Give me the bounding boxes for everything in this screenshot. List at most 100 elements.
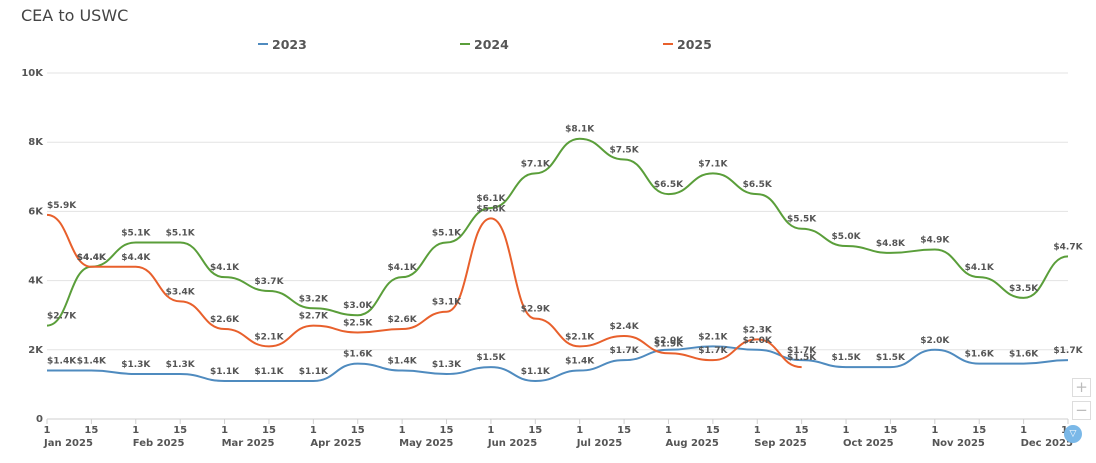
data-label-2023: $1.6K xyxy=(1009,350,1039,360)
y-tick-label: 2K xyxy=(28,345,44,356)
x-tick-day-label: 1 xyxy=(931,425,938,436)
x-tick-day-label: 1 xyxy=(44,425,51,436)
data-label-2025: $4.4K xyxy=(77,253,107,263)
x-tick-month-label: Jul 2025 xyxy=(576,438,623,449)
x-tick-day-label: 1 xyxy=(1020,425,1027,436)
data-label-2024: $4.4K xyxy=(77,253,107,263)
data-label-2025: $2.5K xyxy=(343,319,373,329)
data-label-2024: $5.1K xyxy=(432,229,462,239)
x-tick-day-label: 15 xyxy=(262,425,276,436)
data-label-2025: $2.1K xyxy=(254,332,284,342)
data-label-2024: $7.1K xyxy=(521,159,551,169)
data-label-2023: $1.6K xyxy=(965,350,995,360)
series-line-2024 xyxy=(46,137,1069,327)
legend[interactable]: 2023 2024 2025 xyxy=(258,37,712,52)
data-label-2023: $1.1K xyxy=(254,367,284,377)
data-label-2023: $2.0K xyxy=(920,336,950,346)
x-tick-day-label: 1 xyxy=(221,425,228,436)
y-tick-label: 0 xyxy=(36,414,43,425)
data-label-2023: $1.7K xyxy=(787,346,817,356)
data-label-2023: $2.0K xyxy=(654,336,684,346)
y-tick-label: 6K xyxy=(28,206,44,217)
data-label-2023: $1.3K xyxy=(432,360,462,370)
series-line-2025 xyxy=(46,213,802,369)
data-label-2024: $3.0K xyxy=(343,301,373,311)
data-label-2025: $3.1K xyxy=(432,298,462,308)
data-label-2023: $1.3K xyxy=(166,360,196,370)
data-labels: $1.4K $1.4K $1.3K $1.3K$1.1K $1.1K $1.1K$1.6K… xyxy=(47,125,1084,377)
x-tick-day-label: 15 xyxy=(706,425,720,436)
data-label-2023: $1.7K xyxy=(1053,346,1083,356)
legend-item-2025[interactable]: 2025 xyxy=(677,37,712,52)
data-label-2023: $1.1K xyxy=(299,367,329,377)
x-tick-day-label: 1 xyxy=(487,425,494,436)
y-tick-label: 10K xyxy=(21,68,44,79)
data-label-2025: $2.1K xyxy=(565,332,595,342)
data-label-2024: $2.7K xyxy=(47,312,77,322)
data-label-2025: $2.4K xyxy=(609,322,639,332)
data-label-2023: $2.0K xyxy=(743,336,773,346)
x-tick-day-label: 15 xyxy=(84,425,98,436)
x-axis: 1 Jan 2025 15 1 Feb 2025 15 1 Mar 2025 15 1 Apr 20… xyxy=(43,418,1075,449)
data-label-2024: $7.5K xyxy=(609,146,639,156)
x-tick-day-label: 1 xyxy=(843,425,850,436)
x-tick-day-label: 15 xyxy=(972,425,986,436)
data-label-2024: $4.7K xyxy=(1053,242,1083,252)
x-tick-month-label: Mar 2025 xyxy=(222,438,275,449)
y-axis: 0 2K 4K 6K 8K 10K xyxy=(21,68,44,425)
y-tick-label: 8K xyxy=(28,137,44,148)
data-label-2025: $2.3K xyxy=(743,325,773,335)
filter-icon[interactable]: ▽ xyxy=(1064,425,1082,443)
data-label-2023: $1.4K xyxy=(77,357,107,367)
data-label-2024: $5.1K xyxy=(121,229,151,239)
data-label-2025: $2.6K xyxy=(210,315,240,325)
data-label-2024: $7.1K xyxy=(698,159,728,169)
series-lines xyxy=(46,137,1069,382)
data-label-2023: $1.1K xyxy=(210,367,240,377)
data-label-2023: $1.4K xyxy=(47,357,77,367)
data-label-2025: $2.7K xyxy=(299,312,329,322)
data-label-2024: $8.1K xyxy=(565,125,595,135)
x-tick-month-label: Feb 2025 xyxy=(133,438,185,449)
x-tick-day-label: 1 xyxy=(399,425,406,436)
x-tick-day-label: 15 xyxy=(440,425,454,436)
data-label-2024: $4.1K xyxy=(210,263,240,273)
zoom-out-button[interactable]: − xyxy=(1072,401,1091,420)
data-label-2024: $5.0K xyxy=(831,232,861,242)
x-tick-day-label: 15 xyxy=(617,425,631,436)
x-tick-day-label: 1 xyxy=(754,425,761,436)
x-tick-day-label: 15 xyxy=(528,425,542,436)
data-label-2024: $4.9K xyxy=(920,235,950,245)
data-label-2024: $3.7K xyxy=(254,277,284,287)
data-label-2025: $5.9K xyxy=(47,201,77,211)
data-label-2025: $2.6K xyxy=(388,315,418,325)
legend-item-2024[interactable]: 2024 xyxy=(474,37,509,52)
data-label-2023: $1.4K xyxy=(388,357,418,367)
data-label-2024: $6.5K xyxy=(654,180,684,190)
data-label-2024: $4.1K xyxy=(965,263,995,273)
data-label-2024: $6.1K xyxy=(476,194,506,204)
legend-item-2023[interactable]: 2023 xyxy=(272,37,307,52)
x-tick-month-label: Nov 2025 xyxy=(932,438,985,449)
x-tick-day-label: 15 xyxy=(351,425,365,436)
data-label-2025: $1.7K xyxy=(698,346,728,356)
data-label-2024: $4.1K xyxy=(388,263,418,273)
data-label-2025: $2.9K xyxy=(521,305,551,315)
zoom-in-button[interactable]: + xyxy=(1072,378,1091,397)
x-tick-day-label: 15 xyxy=(173,425,187,436)
x-tick-month-label: Dec 2025 xyxy=(1021,438,1073,449)
x-tick-day-label: 15 xyxy=(883,425,897,436)
data-label-2025: $1.5K xyxy=(787,353,817,363)
x-tick-month-label: Jan 2025 xyxy=(43,438,93,449)
data-label-2023: $1.5K xyxy=(476,353,506,363)
x-tick-month-label: Jun 2025 xyxy=(487,438,537,449)
data-label-2023: $1.5K xyxy=(831,353,861,363)
chart-title: CEA to USWC xyxy=(21,6,129,25)
gridlines xyxy=(47,72,1068,351)
x-tick-day-label: 1 xyxy=(576,425,583,436)
data-label-2023: $1.1K xyxy=(521,367,551,377)
x-tick-day-label: 1 xyxy=(132,425,139,436)
data-label-2024: $6.5K xyxy=(743,180,773,190)
data-label-2024: $3.2K xyxy=(299,294,329,304)
